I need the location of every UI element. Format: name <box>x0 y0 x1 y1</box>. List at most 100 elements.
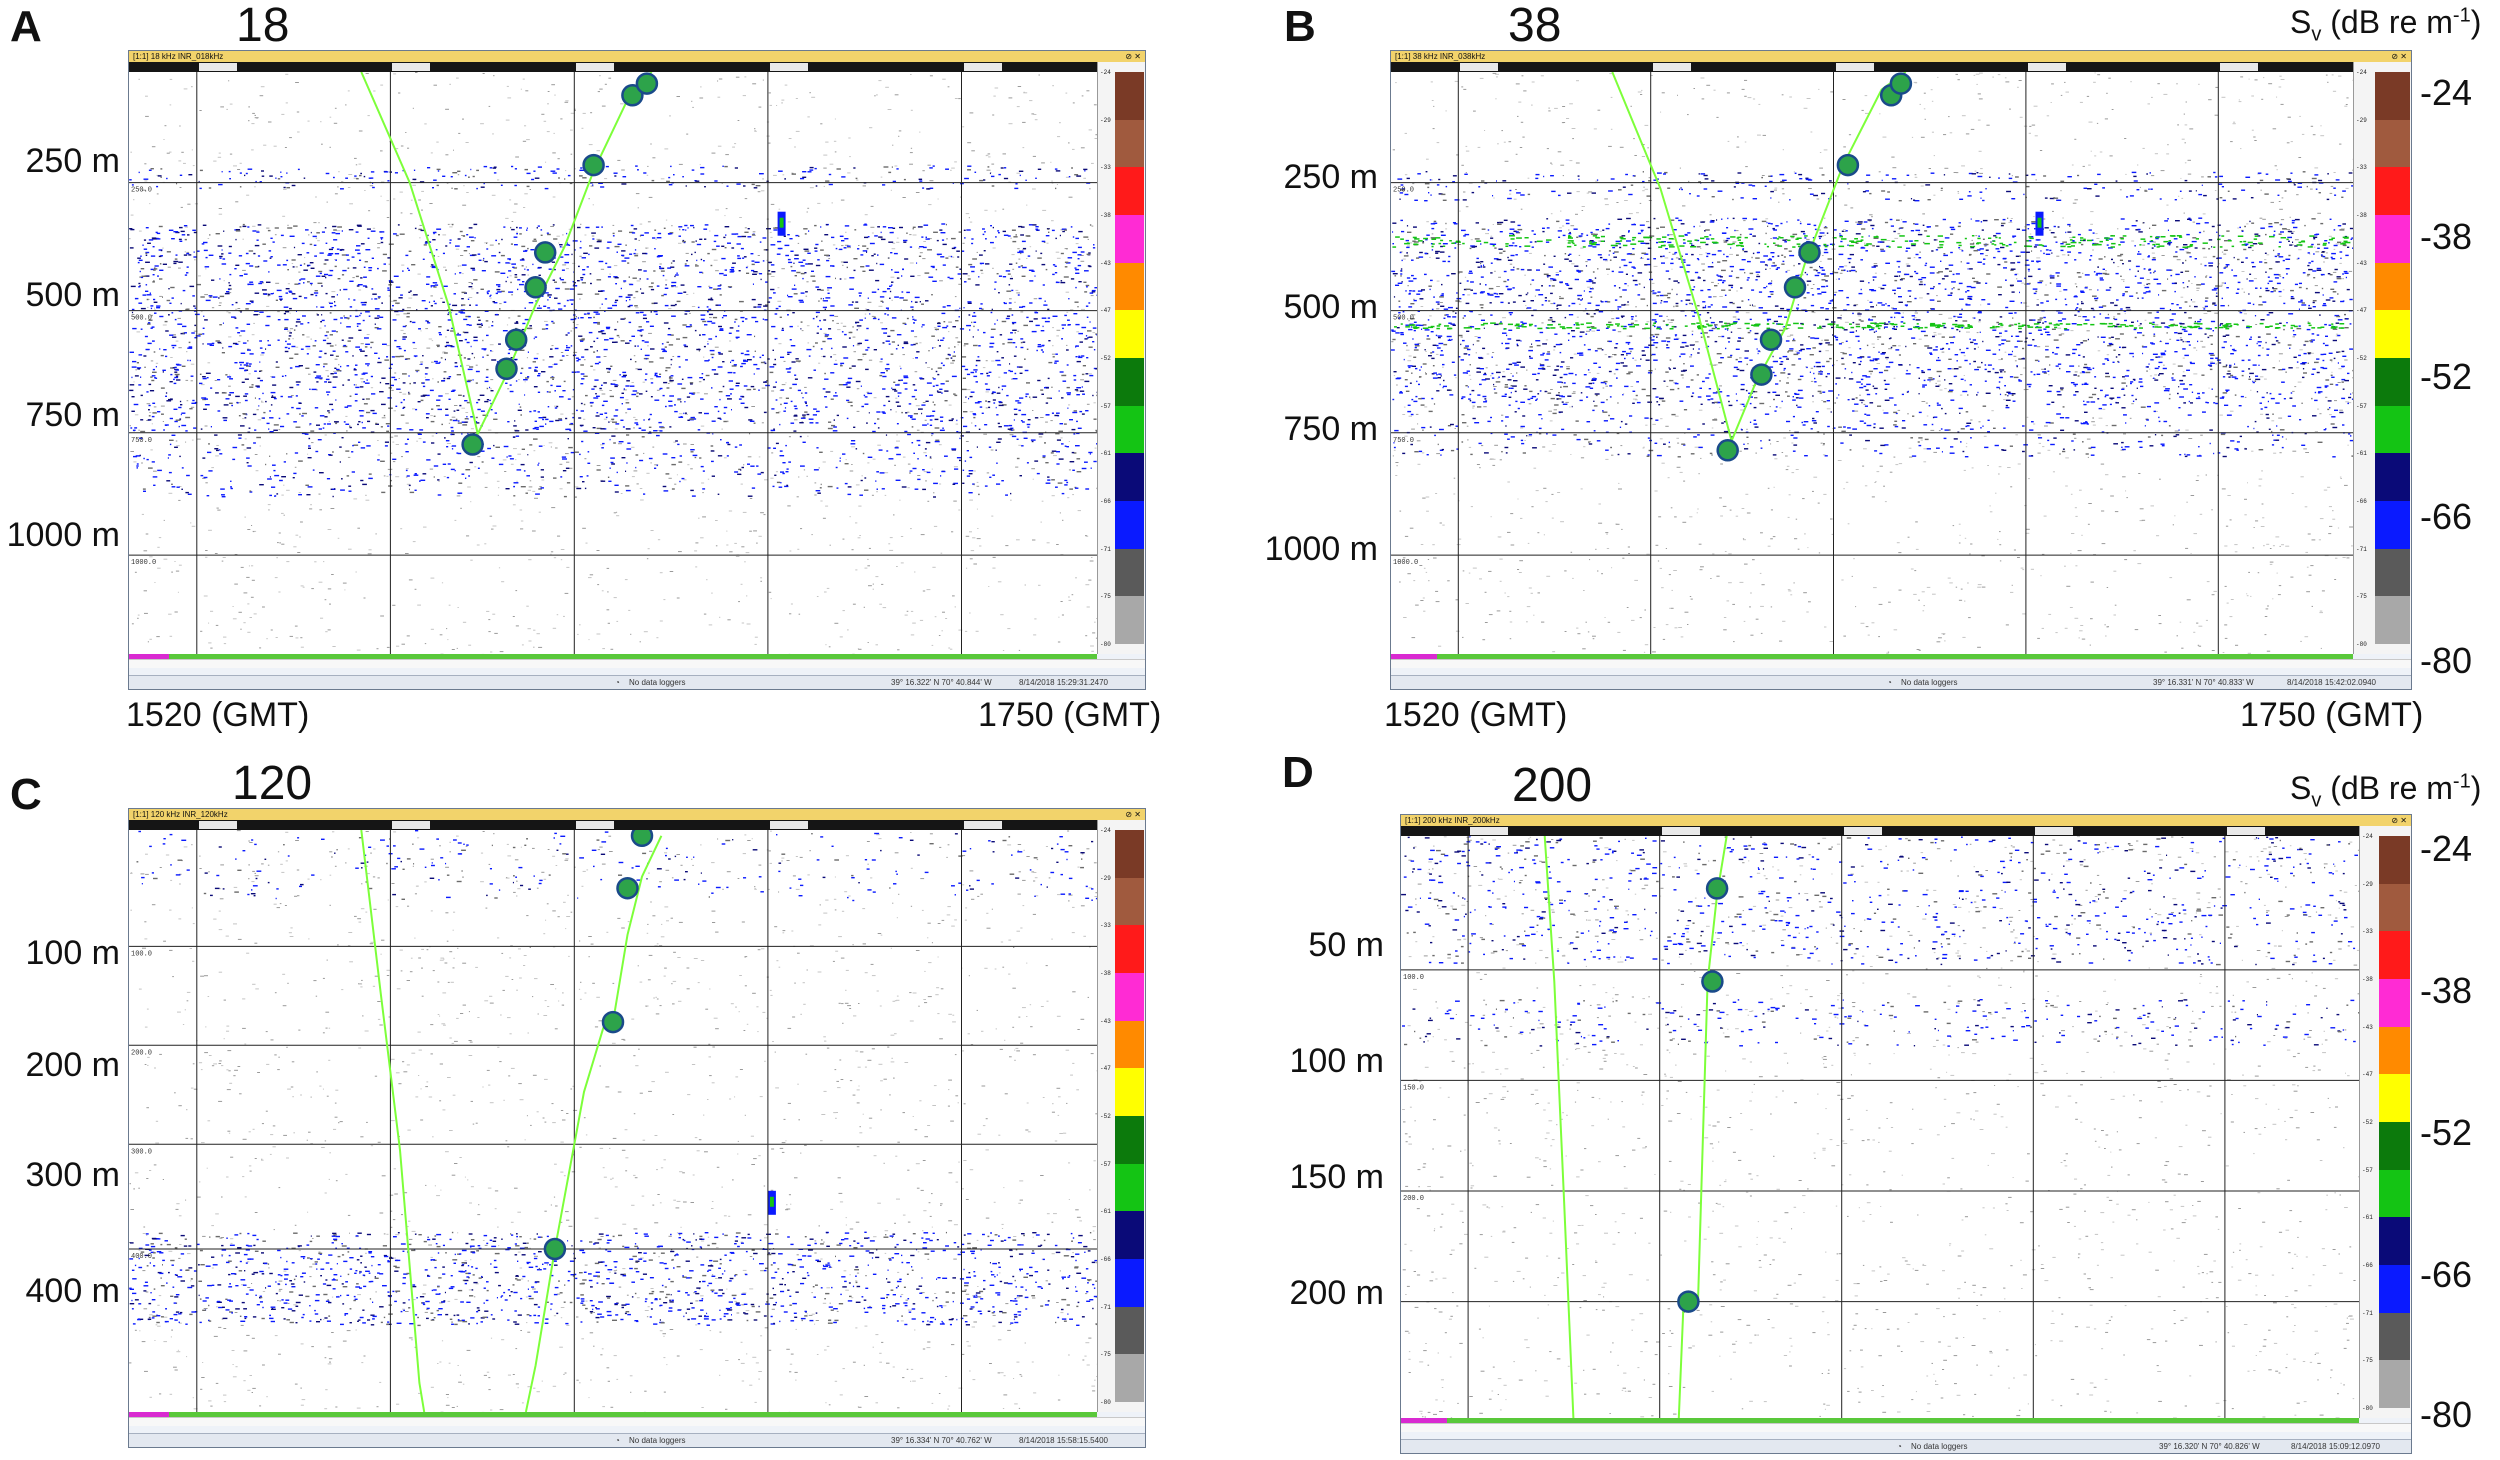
echo-pixel <box>328 412 331 414</box>
echo-pixel <box>888 241 894 243</box>
noise-speck <box>579 298 581 300</box>
noise-speck <box>1094 138 1097 139</box>
noise-speck <box>652 157 656 159</box>
echo-pixel <box>648 418 651 420</box>
echo-pixel <box>289 235 295 237</box>
echo-pixel <box>1012 329 1017 331</box>
echo-pixel <box>755 185 761 187</box>
echo-pixel <box>450 176 453 178</box>
echo-pixel <box>956 419 958 422</box>
echo-pixel <box>874 422 877 425</box>
echo-pixel <box>598 290 603 292</box>
noise-speck <box>613 597 617 599</box>
noise-speck <box>875 576 879 578</box>
noise-speck <box>579 624 581 626</box>
noise-speck <box>270 629 273 631</box>
echo-pixel <box>794 378 798 380</box>
noise-speck <box>513 448 517 450</box>
echo-pixel <box>146 391 149 393</box>
noise-speck <box>876 94 878 96</box>
noise-speck <box>760 190 765 192</box>
noise-speck <box>150 419 153 421</box>
echo-pixel <box>332 225 337 228</box>
echo-pixel <box>131 396 135 398</box>
echo-pixel <box>857 248 860 250</box>
echo-pixel <box>576 360 579 362</box>
echo-pixel <box>763 381 767 383</box>
echo-pixel <box>442 301 445 303</box>
noise-speck <box>1056 257 1061 259</box>
echo-pixel <box>316 314 319 316</box>
echo-pixel <box>711 420 716 422</box>
echo-pixel <box>642 317 647 320</box>
noise-speck <box>600 268 605 270</box>
echo-pixel <box>616 251 618 253</box>
noise-speck <box>133 461 137 463</box>
noise-speck <box>817 202 821 204</box>
echo-pixel <box>681 378 684 380</box>
noise-speck <box>278 429 281 431</box>
echo-pixel <box>678 226 683 228</box>
echogram-window[interactable]: [1:1] 18 kHz INR_018kHz ⊘ ✕ 250.0 500.0 75… <box>128 50 1146 690</box>
noise-speck <box>1085 635 1088 637</box>
noise-speck <box>654 464 659 466</box>
echo-pixel <box>447 319 452 321</box>
noise-speck <box>869 127 873 129</box>
echo-pixel <box>302 412 307 415</box>
echo-pixel <box>494 271 500 273</box>
echo-pixel <box>313 371 317 373</box>
echo-pixel <box>1093 418 1097 420</box>
noise-speck <box>937 255 940 257</box>
echo-pixel <box>527 351 529 353</box>
echo-pixel <box>131 311 134 314</box>
noise-speck <box>1041 162 1045 164</box>
noise-speck <box>310 504 312 506</box>
echo-pixel <box>1077 264 1082 267</box>
echo-pixel <box>855 177 858 180</box>
echo-pixel <box>727 286 733 288</box>
echo-pixel <box>680 284 685 286</box>
echo-pixel <box>239 275 243 277</box>
noise-speck <box>399 391 402 393</box>
echo-pixel <box>570 345 573 347</box>
echo-pixel <box>1074 174 1079 176</box>
echo-pixel <box>890 252 893 254</box>
echo-pixel <box>145 348 150 351</box>
noise-speck <box>1090 645 1094 647</box>
echo-pixel <box>129 389 134 392</box>
echo-pixel <box>873 253 876 255</box>
echo-pixel <box>699 238 703 240</box>
noise-speck <box>596 633 601 635</box>
noise-speck <box>334 344 337 346</box>
noise-speck <box>907 487 910 489</box>
echogram-plot[interactable]: 250.0 500.0 750.0 1000.0 <box>129 72 1097 654</box>
echo-pixel <box>830 305 835 307</box>
noise-speck <box>652 446 655 448</box>
echo-pixel <box>905 412 908 414</box>
echo-pixel <box>628 321 632 324</box>
noise-speck <box>1085 584 1090 586</box>
noise-speck <box>836 322 839 324</box>
noise-speck <box>977 528 979 529</box>
noise-speck <box>867 565 870 567</box>
echo-pixel <box>1047 308 1050 311</box>
echo-pixel <box>890 329 895 332</box>
echo-pixel <box>1026 382 1030 384</box>
echo-pixel <box>917 226 923 228</box>
echo-pixel <box>572 354 574 357</box>
window-close-icon[interactable]: ⊘ ✕ <box>1125 52 1141 61</box>
echo-pixel <box>1025 179 1027 181</box>
echo-pixel <box>990 311 993 314</box>
noise-speck <box>164 125 167 127</box>
echo-pixel <box>809 422 814 424</box>
noise-speck <box>1046 242 1049 244</box>
echo-pixel <box>971 242 974 245</box>
noise-speck <box>589 574 594 576</box>
echo-pixel <box>789 367 792 369</box>
echo-pixel <box>554 297 558 299</box>
echo-pixel <box>315 275 321 277</box>
echo-pixel <box>754 335 756 338</box>
echo-pixel <box>194 337 198 339</box>
echo-pixel <box>284 346 288 349</box>
echo-pixel <box>964 177 969 180</box>
